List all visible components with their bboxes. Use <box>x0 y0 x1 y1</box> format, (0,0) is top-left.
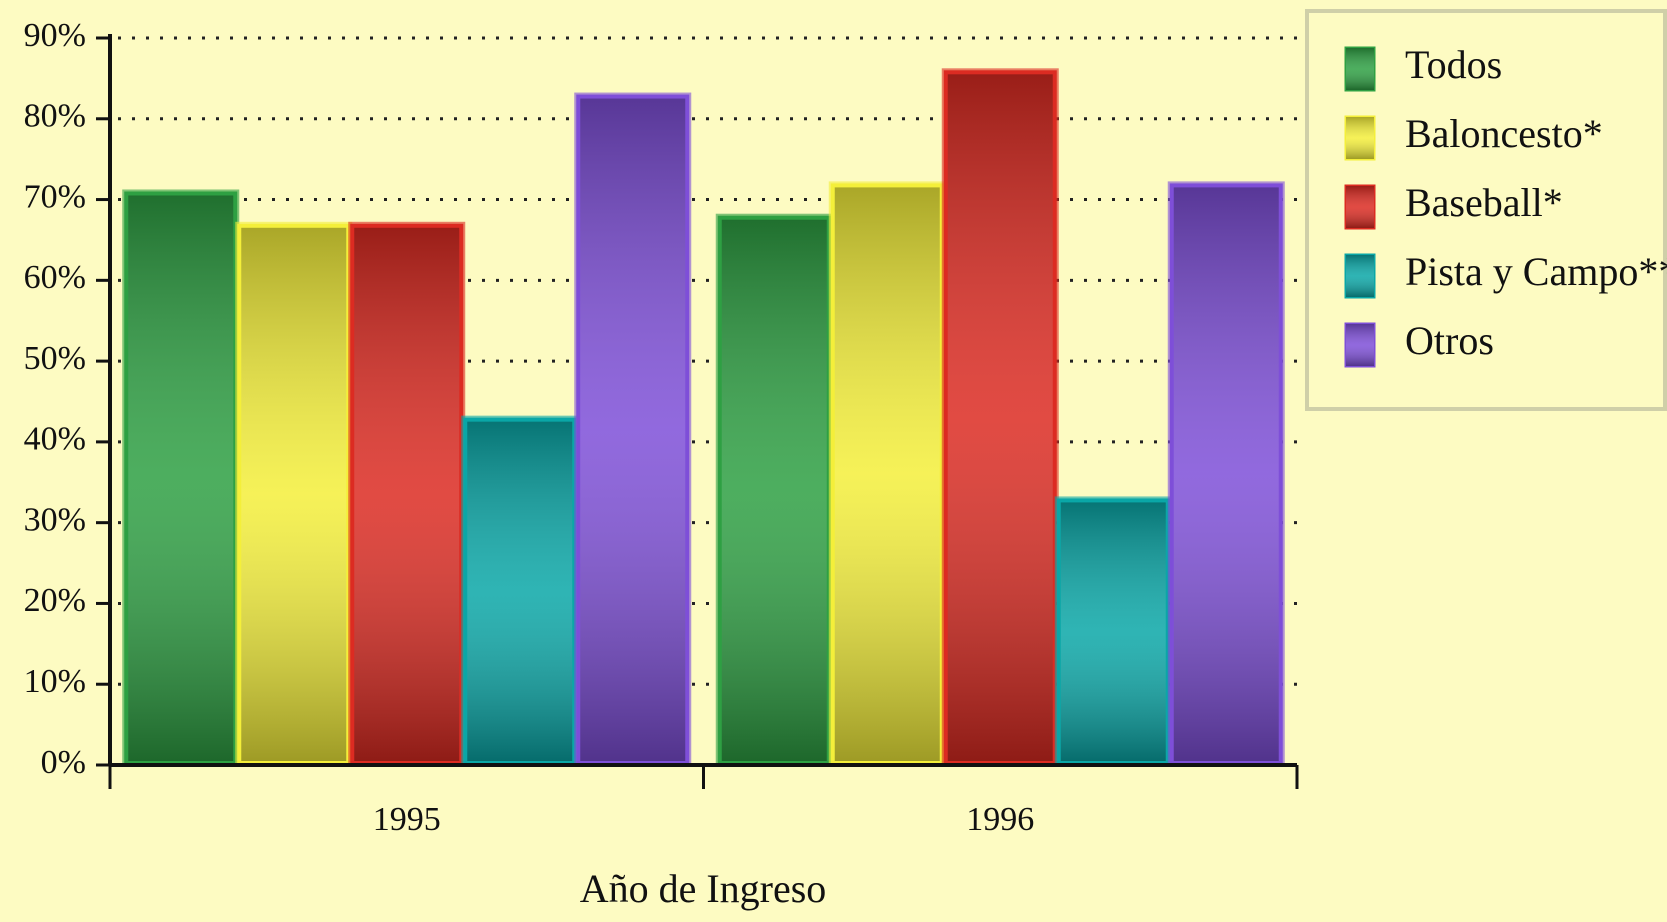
legend-swatch-shade <box>1346 186 1374 228</box>
legend-swatch-shade <box>1346 117 1374 159</box>
y-tick-label: 70% <box>24 178 86 215</box>
legend-swatch-shade <box>1346 48 1374 90</box>
bar-shade <box>721 219 827 761</box>
bar-shade <box>128 195 234 761</box>
x-tick-label: 1996 <box>966 801 1034 838</box>
y-tick-label: 60% <box>24 259 86 296</box>
legend-label: Otros <box>1405 318 1494 363</box>
bar-shade <box>354 227 460 762</box>
legend-label: Todos <box>1405 42 1502 87</box>
y-tick-label: 50% <box>24 340 86 377</box>
legend-swatch-shade <box>1346 324 1374 366</box>
y-tick-label: 0% <box>41 744 86 781</box>
y-tick-label: 30% <box>24 501 86 538</box>
legend-swatch-shade <box>1346 255 1374 297</box>
bar-shade <box>834 187 940 761</box>
bar-shade <box>1060 502 1166 761</box>
bar-shade <box>1173 187 1279 761</box>
legend-label: Baseball* <box>1405 180 1563 225</box>
bar-shade <box>947 74 1053 762</box>
bar-shade <box>467 421 573 761</box>
legend-label: Baloncesto* <box>1405 111 1603 156</box>
y-tick-label: 40% <box>24 421 86 458</box>
bar-shade <box>580 98 686 762</box>
y-tick-label: 90% <box>24 17 86 54</box>
bar-shade <box>241 227 347 762</box>
legend-label: Pista y Campo** <box>1405 249 1667 294</box>
y-tick-label: 80% <box>24 98 86 135</box>
x-tick-label: 1995 <box>373 801 441 838</box>
y-tick-label: 20% <box>24 582 86 619</box>
y-tick-label: 10% <box>24 663 86 700</box>
x-axis-title: Año de Ingreso <box>580 866 827 911</box>
